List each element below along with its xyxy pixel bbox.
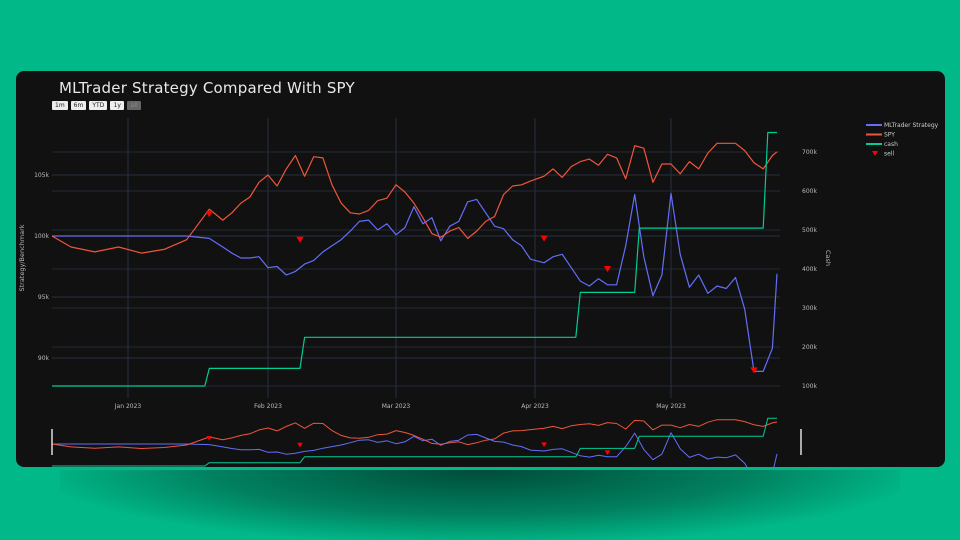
y2-tick-label: 500k	[802, 227, 817, 234]
range-slider[interactable]	[51, 417, 778, 467]
y2-tick-label: 400k	[802, 266, 817, 273]
legend-item[interactable]: cash	[884, 141, 898, 148]
legend: MLTrader Strategy SPY cash sell	[866, 122, 939, 158]
sell-marker[interactable]	[604, 450, 611, 456]
sell-marker[interactable]	[205, 211, 213, 218]
range-selector: 1m 6m YTD 1y all	[52, 101, 142, 110]
y-tick-label: 90k	[38, 355, 50, 362]
spy-line[interactable]	[51, 142, 778, 254]
x-tick-label: Jan 2023	[114, 403, 142, 410]
y-tick-label: 105k	[34, 172, 49, 179]
y2-tick-label: 600k	[802, 188, 817, 195]
chart-svg: 90k 95k 100k 105k 100k 200k 300k 400k 500k 600k 70…	[18, 118, 939, 467]
y-axis-title: Strategy/Benchmark	[18, 224, 26, 291]
y2-axis-title: Cash	[824, 250, 832, 266]
chart-card: MLTrader Strategy Compared With SPY 1m 6…	[16, 71, 945, 467]
mltrader-strategy-line[interactable]	[52, 192, 778, 372]
y-tick-label: 100k	[34, 233, 49, 240]
y-tick-label: 95k	[38, 294, 50, 301]
range-button-1m[interactable]: 1m	[52, 101, 68, 110]
cash-line[interactable]	[52, 131, 777, 387]
range-button-6m[interactable]: 6m	[70, 101, 87, 110]
range-button-ytd[interactable]: YTD	[89, 101, 108, 110]
legend-item[interactable]: MLTrader Strategy	[884, 122, 939, 129]
cash-line[interactable]	[52, 417, 777, 467]
sell-marker[interactable]	[296, 236, 304, 243]
legend-item[interactable]: SPY	[884, 132, 895, 139]
legend-sell-icon	[872, 151, 878, 156]
range-button-1y[interactable]: 1y	[110, 101, 125, 110]
y2-tick-label: 300k	[802, 305, 817, 312]
y2-tick-label: 200k	[802, 344, 817, 351]
sell-marker[interactable]	[750, 367, 758, 374]
sell-marker[interactable]	[540, 235, 548, 242]
x-tick-label: May 2023	[656, 403, 686, 410]
card-shadow	[60, 470, 900, 540]
y2-tick-label: 700k	[802, 149, 817, 156]
chart-title: MLTrader Strategy Compared With SPY	[59, 79, 355, 97]
sell-marker[interactable]	[297, 442, 303, 448]
x-tick-label: Mar 2023	[382, 403, 411, 410]
spy-line[interactable]	[51, 419, 778, 449]
x-tick-label: Feb 2023	[254, 403, 282, 410]
y2-tick-label: 100k	[802, 383, 817, 390]
legend-item[interactable]: sell	[884, 151, 894, 158]
sell-marker[interactable]	[603, 266, 612, 273]
range-button-all[interactable]: all	[127, 101, 142, 110]
sell-marker[interactable]	[541, 442, 547, 448]
plot-area: 90k 95k 100k 105k 100k 200k 300k 400k 500k 600k 70…	[18, 118, 939, 467]
sell-marker[interactable]	[206, 436, 213, 441]
x-tick-label: Apr 2023	[521, 403, 549, 410]
mltrader-strategy-line[interactable]	[52, 432, 778, 467]
